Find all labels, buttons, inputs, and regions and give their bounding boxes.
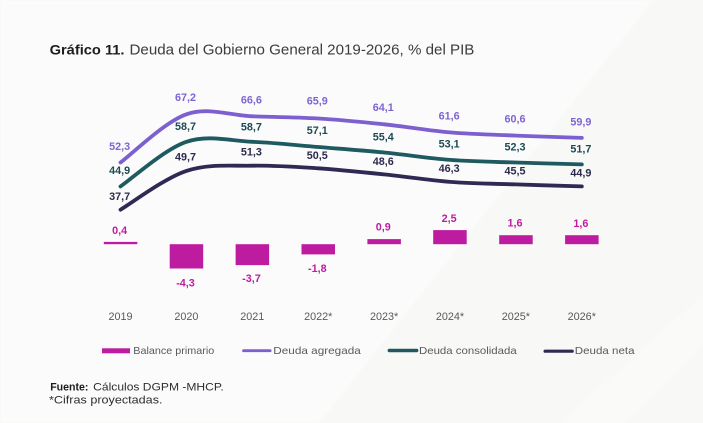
svg-text:2,5: 2,5 (442, 213, 457, 225)
svg-text:2019: 2019 (108, 311, 132, 323)
svg-text:45,5: 45,5 (504, 165, 525, 177)
svg-text:2020: 2020 (174, 311, 198, 323)
svg-text:Gráfico 11.: Gráfico 11. (50, 42, 125, 58)
svg-text:50,5: 50,5 (307, 150, 328, 162)
svg-text:67,2: 67,2 (175, 92, 196, 104)
svg-text:55,4: 55,4 (373, 131, 394, 143)
svg-text:51,7: 51,7 (570, 143, 591, 155)
svg-text:Deuda del Gobierno General 201: Deuda del Gobierno General 2019-2026, % … (130, 43, 475, 59)
svg-text:1,6: 1,6 (573, 218, 588, 230)
svg-text:58,7: 58,7 (175, 121, 196, 133)
svg-text:64,1: 64,1 (373, 102, 394, 114)
svg-text:-1,8: -1,8 (308, 263, 327, 275)
svg-text:61,6: 61,6 (439, 111, 460, 123)
svg-text:51,3: 51,3 (241, 147, 262, 159)
svg-text:-3,7: -3,7 (242, 273, 261, 285)
svg-text:*Cifras proyectadas.: *Cifras proyectadas. (49, 395, 163, 407)
svg-text:2021: 2021 (240, 311, 264, 323)
svg-text:66,6: 66,6 (241, 94, 262, 106)
svg-text:Cálculos DGPM -MHCP.: Cálculos DGPM -MHCP. (93, 382, 224, 394)
svg-text:2026*: 2026* (568, 311, 597, 323)
svg-text:60,6: 60,6 (504, 114, 525, 126)
svg-text:1,6: 1,6 (507, 217, 522, 229)
svg-text:57,1: 57,1 (307, 125, 328, 137)
svg-text:52,3: 52,3 (504, 141, 525, 153)
svg-text:2025*: 2025* (502, 311, 531, 323)
svg-text:Deuda consolidada: Deuda consolidada (419, 345, 517, 357)
svg-text:65,9: 65,9 (307, 96, 328, 108)
svg-text:59,9: 59,9 (570, 116, 591, 128)
svg-text:-4,3: -4,3 (176, 277, 195, 289)
svg-text:0,9: 0,9 (376, 222, 391, 234)
svg-text:44,9: 44,9 (109, 165, 130, 177)
svg-text:48,6: 48,6 (373, 156, 394, 168)
svg-text:44,9: 44,9 (570, 167, 591, 179)
svg-text:52,3: 52,3 (109, 141, 130, 153)
svg-text:53,1: 53,1 (439, 139, 460, 151)
svg-text:0,4: 0,4 (112, 225, 127, 237)
svg-text:2022*: 2022* (304, 311, 333, 323)
svg-text:2024*: 2024* (436, 311, 465, 323)
svg-text:2023*: 2023* (370, 311, 399, 323)
svg-text:37,7: 37,7 (109, 191, 130, 203)
svg-text:Balance primario: Balance primario (133, 345, 214, 357)
svg-text:58,7: 58,7 (241, 122, 262, 134)
svg-text:Deuda neta: Deuda neta (575, 345, 635, 357)
svg-text:Fuente:: Fuente: (50, 382, 88, 394)
svg-text:46,3: 46,3 (439, 163, 460, 175)
svg-text:49,7: 49,7 (175, 152, 196, 164)
svg-text:Deuda agregada: Deuda agregada (273, 345, 361, 357)
